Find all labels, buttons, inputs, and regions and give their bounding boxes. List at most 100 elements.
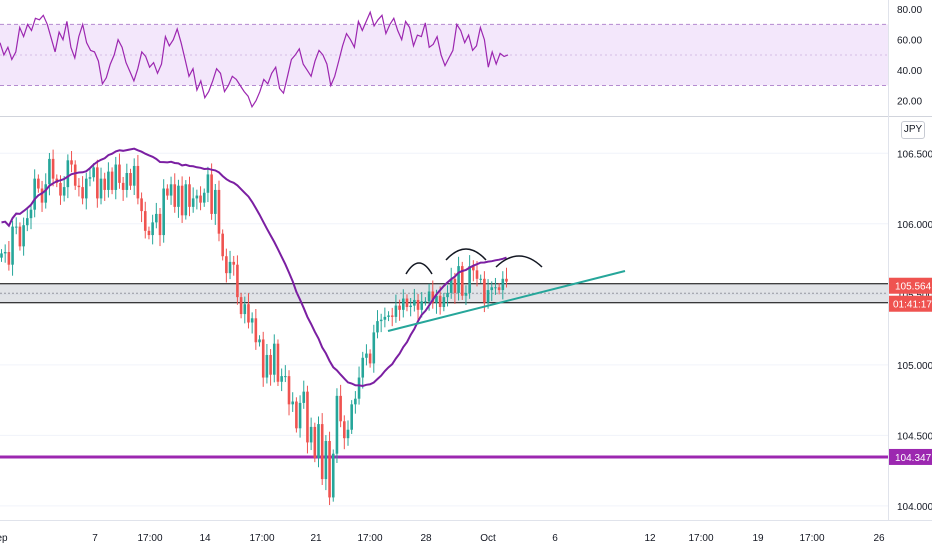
candle-body bbox=[443, 297, 446, 307]
countdown-label: 01:41:17 bbox=[893, 300, 932, 311]
candle bbox=[19, 222, 22, 250]
candle bbox=[37, 174, 40, 192]
candle-body bbox=[328, 441, 331, 497]
candle-body bbox=[155, 214, 158, 222]
time-axis[interactable]: ep717:001417:002117:0028Oct61217:001917:… bbox=[0, 521, 932, 545]
candle-body bbox=[229, 262, 232, 273]
price-tick-label: 104.500 bbox=[897, 431, 932, 442]
candles bbox=[0, 150, 508, 505]
candle-body bbox=[494, 287, 497, 288]
candle bbox=[15, 217, 18, 234]
candle bbox=[203, 189, 206, 207]
candle-body bbox=[19, 227, 22, 247]
candle bbox=[306, 386, 309, 454]
candle-body bbox=[162, 189, 165, 236]
candle bbox=[162, 179, 165, 242]
candle bbox=[314, 423, 317, 462]
candle-body bbox=[273, 344, 276, 375]
candle bbox=[107, 162, 110, 197]
candle-body bbox=[148, 231, 151, 235]
candle bbox=[114, 157, 117, 199]
candle bbox=[11, 221, 14, 276]
time-tick-label: Oct bbox=[480, 533, 496, 544]
candle-body bbox=[159, 214, 162, 235]
candle bbox=[26, 207, 29, 231]
candle bbox=[126, 164, 129, 198]
candle bbox=[185, 180, 188, 219]
candle bbox=[332, 449, 335, 501]
candle-body bbox=[387, 315, 390, 316]
candle-body bbox=[457, 266, 460, 293]
candle bbox=[325, 435, 328, 490]
candle bbox=[251, 312, 254, 333]
candle-body bbox=[137, 166, 140, 198]
candle bbox=[302, 381, 305, 409]
price-tick-label: 105.000 bbox=[897, 361, 932, 372]
time-tick-label: 12 bbox=[644, 533, 656, 544]
time-tick-label: ep bbox=[0, 533, 8, 544]
candle-body bbox=[192, 198, 195, 206]
candle-body bbox=[181, 186, 184, 216]
candle-body bbox=[439, 296, 442, 307]
time-tick-label: 17:00 bbox=[799, 533, 824, 544]
candle-body bbox=[266, 355, 269, 378]
currency-badge[interactable]: JPY bbox=[901, 121, 925, 139]
candle bbox=[96, 160, 99, 208]
price-axis[interactable]: 106.500106.000105.500105.000104.500104.0… bbox=[889, 0, 932, 520]
candle-body bbox=[269, 355, 272, 375]
rsi-tick-label: 40.00 bbox=[897, 66, 922, 77]
candle-body bbox=[210, 174, 213, 213]
time-tick-label: 17:00 bbox=[249, 533, 274, 544]
pattern-arc bbox=[446, 249, 486, 260]
candle-body bbox=[468, 266, 471, 293]
candle bbox=[140, 192, 143, 222]
candle bbox=[118, 154, 121, 189]
time-tick-label: 17:00 bbox=[137, 533, 162, 544]
candle-body bbox=[243, 304, 246, 314]
time-tick-label: 14 bbox=[199, 533, 211, 544]
time-tick-label: 28 bbox=[420, 533, 432, 544]
candle bbox=[170, 177, 173, 205]
candle-body bbox=[291, 402, 294, 405]
candle-body bbox=[196, 196, 199, 199]
candle-body bbox=[424, 301, 427, 302]
candle-body bbox=[295, 402, 298, 429]
price-tick-label: 106.500 bbox=[897, 149, 932, 160]
candle bbox=[255, 309, 258, 350]
candle bbox=[365, 344, 368, 365]
candle bbox=[347, 420, 350, 445]
candle-body bbox=[490, 287, 493, 290]
candle bbox=[218, 181, 221, 242]
candle bbox=[310, 418, 313, 450]
candle bbox=[159, 208, 162, 246]
candle bbox=[188, 177, 191, 216]
candle-body bbox=[48, 159, 51, 184]
candle-body bbox=[0, 253, 3, 257]
candle-body bbox=[170, 184, 173, 195]
candle-body bbox=[280, 376, 283, 382]
candle bbox=[299, 395, 302, 437]
candle-body bbox=[221, 234, 224, 257]
candle-body bbox=[199, 196, 202, 203]
candle bbox=[479, 275, 482, 283]
candle bbox=[151, 215, 154, 245]
candle-body bbox=[332, 454, 335, 498]
candle-body bbox=[225, 256, 228, 273]
candle bbox=[269, 349, 272, 386]
candle bbox=[30, 204, 33, 229]
candle bbox=[273, 334, 276, 382]
candle bbox=[277, 339, 280, 386]
candle-body bbox=[321, 424, 324, 479]
candle bbox=[328, 432, 331, 505]
current-price-label: 105.564 bbox=[895, 282, 932, 293]
candle bbox=[291, 392, 294, 412]
candle bbox=[52, 150, 55, 187]
candle-body bbox=[306, 392, 309, 443]
candle bbox=[317, 416, 320, 467]
candle-body bbox=[240, 297, 243, 314]
candle-body bbox=[59, 183, 62, 196]
candle bbox=[262, 332, 265, 387]
